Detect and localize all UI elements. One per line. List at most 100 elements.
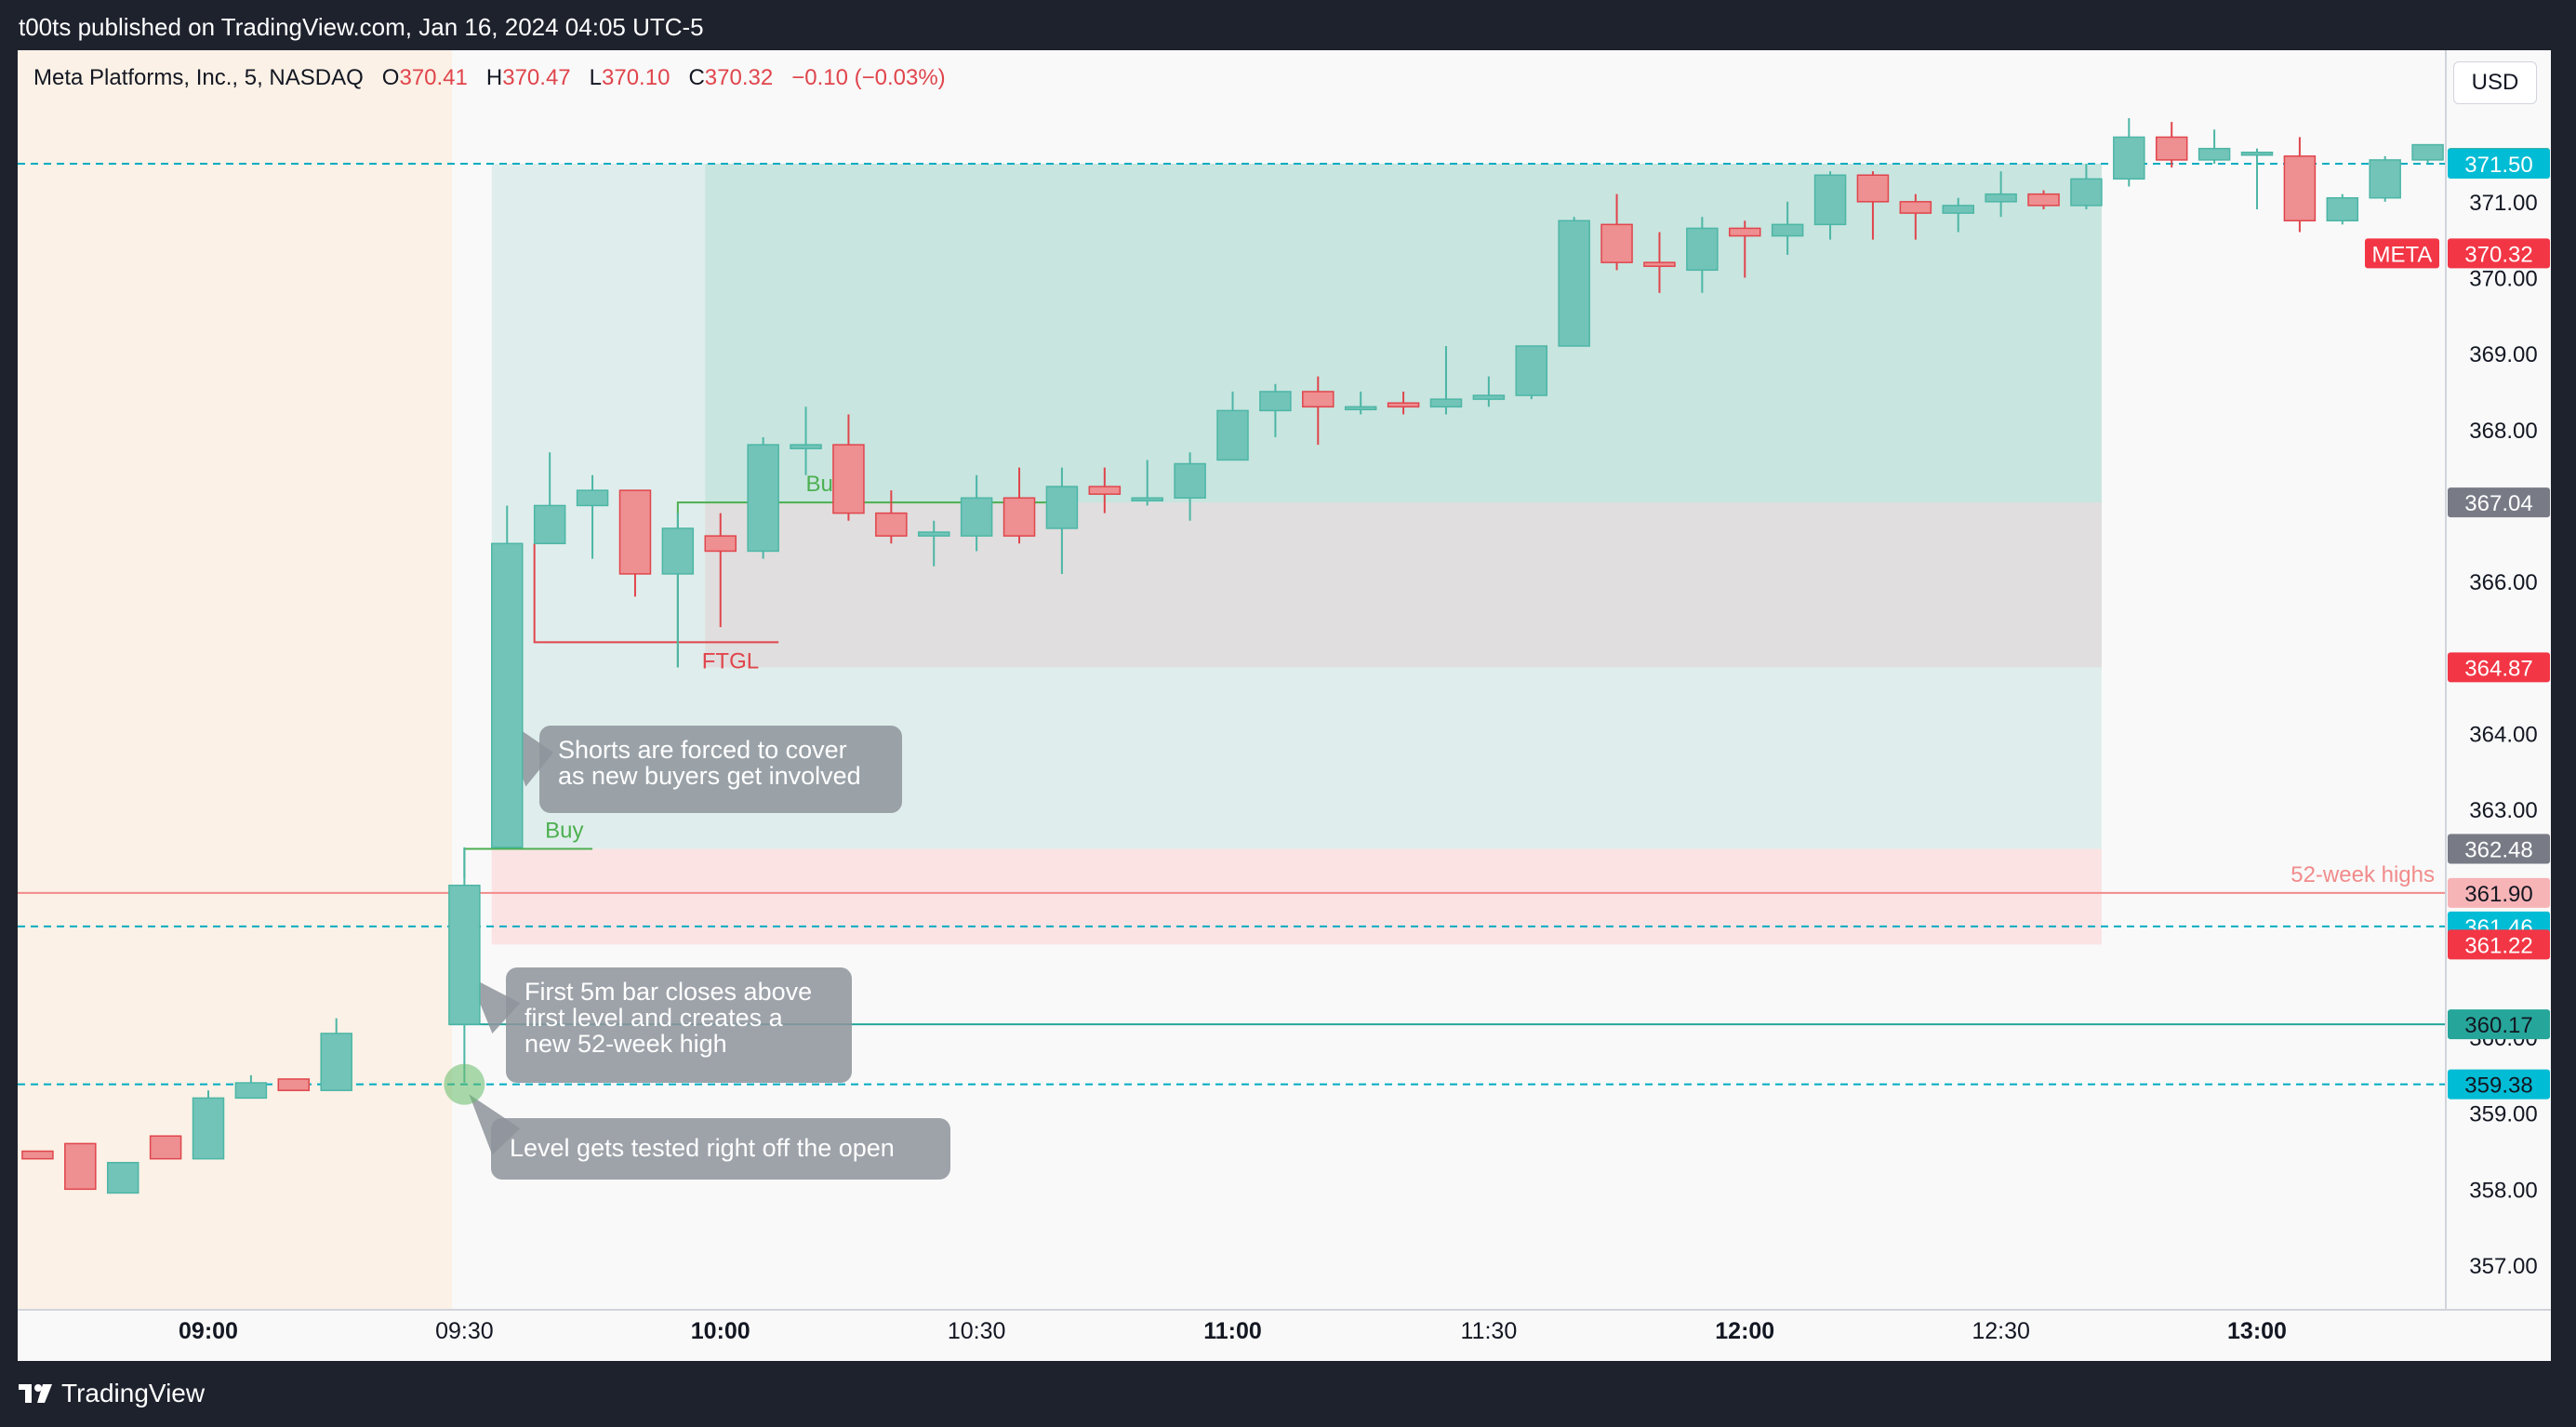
trade-zone [705, 502, 2102, 668]
candle-body [1003, 497, 1036, 537]
ftgl-label: FTGL [702, 648, 759, 673]
candle-body [832, 444, 865, 514]
publish-header: t00ts published on TradingView.com, Jan … [0, 0, 2576, 50]
price-label: 361.22 [2464, 933, 2532, 958]
candle-body [448, 884, 481, 1025]
candle-body [1771, 223, 1804, 237]
x-tick-label: 12:00 [1715, 1318, 1774, 1344]
y-tick-label: 359.00 [2469, 1102, 2537, 1127]
candle-body [1216, 409, 1249, 461]
candle-body [1558, 220, 1590, 347]
y-tick-label: 358.00 [2469, 1178, 2537, 1203]
published-text: t00ts published on TradingView.com, Jan … [19, 13, 704, 41]
candle-body [1643, 261, 1676, 267]
candle-body [790, 444, 822, 449]
candle-body [917, 531, 950, 537]
candle-body [277, 1078, 311, 1091]
y-tick-label: 366.00 [2469, 570, 2537, 595]
trade-zone [491, 848, 2102, 945]
candle-body [1985, 193, 2017, 203]
candle-body [320, 1033, 352, 1091]
low-value: 370.10 [602, 65, 671, 90]
y-tick-label: 370.00 [2469, 266, 2537, 291]
candle-body [1088, 486, 1122, 495]
price-label-bg [2448, 652, 2550, 683]
price-label-bg [2448, 487, 2550, 518]
candle-body [2198, 147, 2231, 161]
price-label: 361.90 [2464, 882, 2532, 907]
high-label: H [485, 65, 503, 90]
candle-body [576, 489, 609, 507]
currency-button[interactable]: USD [2453, 61, 2537, 104]
symbol-tag: META [2372, 242, 2433, 267]
x-tick-label: 09:00 [179, 1318, 238, 1344]
candle-body [1515, 345, 1548, 396]
y-tick-label: 371.00 [2469, 191, 2537, 216]
y-tick-label: 368.00 [2469, 419, 2537, 444]
candle-body [1813, 174, 1847, 226]
y-tick-label: 363.00 [2469, 798, 2537, 823]
price-label-bg [2448, 238, 2550, 269]
candle-body [2155, 136, 2188, 161]
price-label: 359.38 [2464, 1074, 2532, 1099]
candle-body [64, 1142, 97, 1191]
callout-pointer [469, 976, 521, 1034]
candle-body [2326, 196, 2359, 221]
ftgl-line [533, 543, 779, 644]
y-tick-label: 364.00 [2469, 722, 2537, 747]
callout-line: Level gets tested right off the open [510, 1134, 895, 1162]
candle-body [960, 497, 993, 537]
y-tick-label: 369.00 [2469, 342, 2537, 367]
candle-body [1729, 227, 1761, 237]
footer-brand: TradingView [61, 1379, 206, 1407]
price-label: 370.32 [2464, 242, 2532, 267]
callout-line: first level and creates a [524, 1004, 783, 1032]
open-value: 370.41 [399, 65, 468, 90]
x-tick-label: 12:30 [1972, 1318, 2030, 1344]
candle-body [1899, 201, 1932, 214]
candle-body [2283, 155, 2317, 221]
candle-body [106, 1162, 139, 1194]
candle-body [1472, 394, 1506, 400]
price-label: 371.50 [2464, 153, 2532, 178]
callout-line: First 5m bar closes above [524, 978, 813, 1006]
x-tick-label: 13:00 [2227, 1318, 2287, 1344]
candle-body [149, 1135, 182, 1160]
close-value: 370.32 [704, 65, 774, 90]
candle-body [2113, 136, 2145, 180]
callout-line: as new buyers get involved [558, 762, 861, 790]
footer-bar [0, 1361, 2576, 1427]
price-label-bg [2448, 929, 2550, 960]
candle-body [2240, 152, 2274, 156]
level-test-marker [444, 1063, 485, 1105]
symbol-name[interactable]: Meta Platforms, Inc., 5, NASDAQ [33, 65, 364, 90]
chart-pane[interactable]: FTGL Buy Buy 52-week highs 357.00 358.00 359.0… [18, 50, 2551, 1361]
callout-level-tested: Level gets tested right off the open [491, 1118, 950, 1180]
x-tick-label: 11:00 [1203, 1318, 1262, 1344]
symbol-legend: Meta Platforms, Inc., 5, NASDAQ O370.41 … [33, 65, 946, 91]
week-highs-label: 52-week highs [2291, 862, 2435, 887]
close-label: C [688, 65, 705, 90]
change-value: −0.10 (−0.03%) [791, 65, 946, 90]
candle-body [618, 489, 652, 575]
price-label: 362.48 [2464, 838, 2532, 863]
symbol-tag-bg [2365, 238, 2439, 269]
tradingview-logo-icon[interactable] [19, 1380, 56, 1407]
candle-body [234, 1082, 268, 1100]
candle-body [1942, 205, 1974, 214]
premarket-session-bg [18, 50, 452, 1310]
candle-body [1131, 497, 1163, 502]
y-tick-label: 357.00 [2469, 1254, 2537, 1279]
x-tick-label: 10:00 [691, 1318, 750, 1344]
price-label-bg [2448, 834, 2550, 864]
candle-body [1344, 406, 1377, 411]
candle-body [1174, 462, 1206, 500]
candle-body [192, 1097, 225, 1160]
x-tick-label: 09:30 [435, 1318, 494, 1344]
price-label: 360.17 [2464, 1013, 2532, 1038]
candle-body [2070, 178, 2103, 207]
candle-body [1686, 227, 1719, 272]
x-tick-label: 10:30 [948, 1318, 1006, 1344]
price-label-bg [2448, 1069, 2550, 1100]
